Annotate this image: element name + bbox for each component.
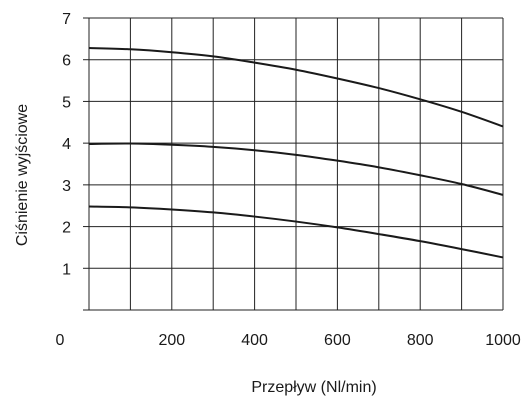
y-tick-label: 3 — [62, 178, 71, 195]
x-tick-label: 600 — [324, 332, 351, 349]
y-tick-labels: 1 2 3 4 5 6 7 — [62, 11, 71, 278]
series-line-2 — [88, 142, 504, 196]
x-tick-label: 200 — [158, 332, 185, 349]
y-axis-label: Ciśnienie wyjściowe — [14, 104, 31, 246]
series-lines — [88, 47, 504, 259]
x-tick-label: 0 — [56, 332, 65, 349]
x-tick-label: 1000 — [485, 332, 521, 349]
x-axis-label: Przepływ (Nl/min) — [251, 379, 376, 396]
grid — [83, 17, 504, 311]
series-line-1 — [88, 47, 504, 128]
x-tick-label: 400 — [241, 332, 268, 349]
x-tick-labels: 0 200 400 600 800 1000 — [56, 332, 521, 349]
y-tick-label: 7 — [62, 11, 71, 28]
y-tick-label: 2 — [62, 220, 71, 237]
y-tick-label: 5 — [62, 94, 71, 111]
y-tick-label: 6 — [62, 53, 71, 70]
y-tick-label: 1 — [62, 261, 71, 278]
series-line-3 — [88, 205, 504, 259]
x-tick-label: 800 — [407, 332, 434, 349]
y-tick-label: 4 — [62, 136, 71, 153]
